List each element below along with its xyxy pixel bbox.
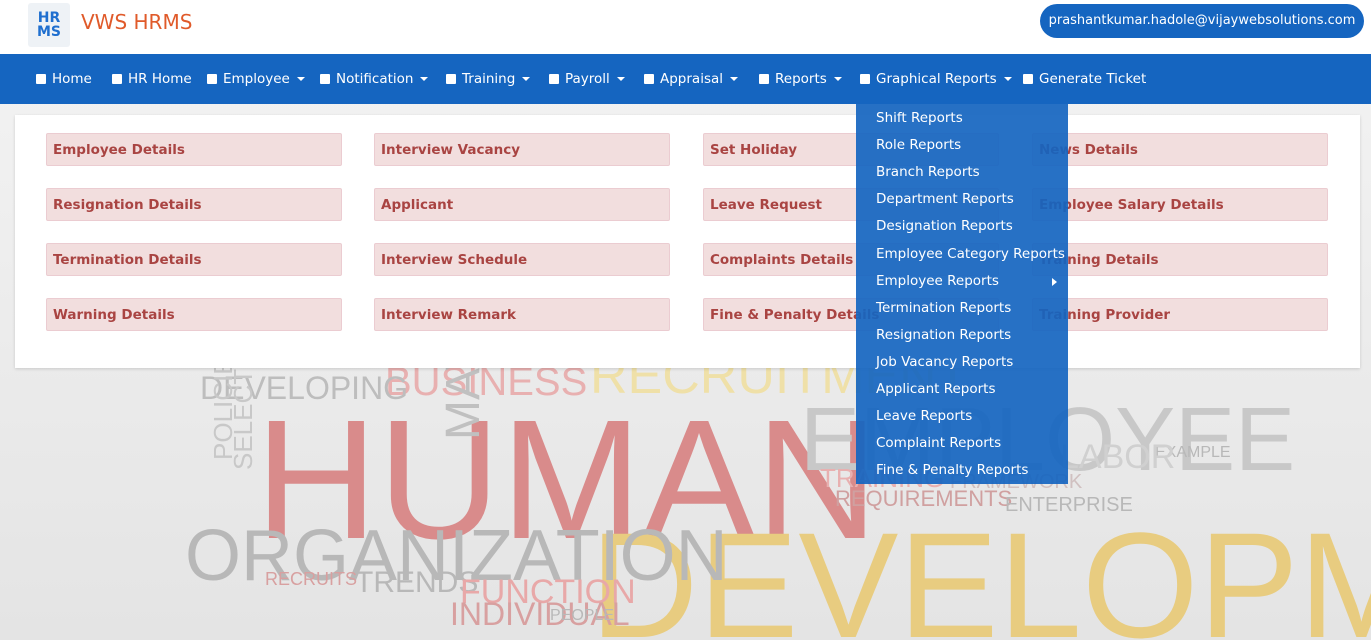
nav-item[interactable]: Generate Ticket: [1023, 54, 1146, 104]
background-word: ENTERPRISE: [1005, 494, 1133, 516]
nav-icon: [759, 74, 769, 84]
dropdown-item[interactable]: Employee Reports: [876, 272, 999, 289]
nav-icon: [36, 74, 46, 84]
nav-item[interactable]: Training: [446, 54, 531, 104]
background-word: EXAMPLE: [1155, 444, 1231, 461]
dropdown-item[interactable]: Department Reports: [876, 191, 1014, 208]
nav-item[interactable]: HR Home: [112, 54, 192, 104]
quick-link[interactable]: Training Details: [1032, 243, 1328, 276]
background-word: DEVELOPING: [200, 370, 409, 406]
nav-item[interactable]: Employee: [207, 54, 305, 104]
nav-icon: [446, 74, 456, 84]
quick-link[interactable]: Applicant: [374, 188, 670, 221]
background-word: FUNCTION: [460, 573, 636, 611]
nav-label: Appraisal: [660, 71, 724, 87]
background-word: REQUIREMENTS: [835, 486, 1013, 511]
quick-link[interactable]: Interview Remark: [374, 298, 670, 331]
quick-link[interactable]: Employee Salary Details: [1032, 188, 1328, 221]
nav-icon: [549, 74, 559, 84]
nav-icon: [1023, 74, 1033, 84]
dropdown-item[interactable]: Designation Reports: [876, 218, 1013, 235]
dropdown-item[interactable]: Leave Reports: [876, 408, 973, 425]
quick-link[interactable]: Interview Schedule: [374, 243, 670, 276]
nav-item[interactable]: Notification: [320, 54, 429, 104]
nav-label: HR Home: [128, 71, 192, 87]
dropdown-item[interactable]: Job Vacancy Reports: [876, 353, 1014, 370]
nav-icon: [644, 74, 654, 84]
quick-link[interactable]: Interview Vacancy: [374, 133, 670, 166]
quick-link[interactable]: Training Provider: [1032, 298, 1328, 331]
background-word: INDIVIDUAL: [450, 596, 630, 632]
nav-item[interactable]: Home: [36, 54, 92, 104]
nav-item[interactable]: Reports: [759, 54, 842, 104]
background-word: ORGANIZATION: [185, 516, 728, 596]
brand[interactable]: VWS HRMS: [81, 10, 193, 34]
nav-item[interactable]: Appraisal: [644, 54, 739, 104]
background-word: PEOPLE: [550, 607, 615, 624]
quick-link[interactable]: Warning Details: [46, 298, 342, 331]
submenu-caret: [1052, 277, 1057, 286]
nav-label: Training: [462, 71, 516, 87]
logo[interactable]: HR MS: [28, 3, 70, 47]
background-word: LABOR: [1060, 438, 1176, 476]
dropdown-item[interactable]: Applicant Reports: [876, 381, 996, 397]
background-word: HUMAN: [255, 385, 879, 575]
dropdown-item[interactable]: Resignation Reports: [876, 326, 1012, 343]
header: HR MS VWS HRMS prashantkumar.hadole@vija…: [0, 0, 1371, 54]
nav-label: Graphical Reports: [876, 71, 997, 87]
navbar: Home HR Home Employee Notification Training P…: [0, 54, 1371, 104]
caret: [296, 77, 305, 81]
caret: [420, 77, 429, 81]
dropdown-item[interactable]: Fine & Penalty Reports: [876, 462, 1029, 479]
quick-link[interactable]: Employee Details: [46, 133, 342, 166]
background-word: RECRUITS: [265, 569, 358, 589]
dropdown-item[interactable]: Employee Category Reports: [876, 245, 1065, 262]
quick-link[interactable]: News Details: [1032, 133, 1328, 166]
background-word: BUSINESS: [385, 360, 588, 404]
dropdown-item[interactable]: Complaint Reports: [876, 435, 1002, 452]
quick-links-panel: Employee Details Resignation Details Termi…: [15, 115, 1360, 368]
background-word: DEVELOPMENT: [590, 501, 1371, 640]
caret: [616, 77, 625, 81]
background-word: TRENDS: [355, 566, 479, 599]
nav-icon: [320, 74, 330, 84]
dropdown-item[interactable]: Branch Reports: [876, 164, 980, 181]
dropdown-item[interactable]: Termination Reports: [876, 299, 1012, 316]
nav-icon: [860, 74, 870, 84]
graphical-reports-dropdown: Shift Reports Role Reports Branch Reports D…: [856, 104, 1068, 484]
nav-label: Payroll: [565, 71, 610, 87]
nav-icon: [112, 74, 122, 84]
nav-item[interactable]: Graphical Reports: [860, 54, 1012, 104]
nav-item[interactable]: Payroll: [549, 54, 625, 104]
dropdown-item[interactable]: Shift Reports: [876, 110, 963, 126]
dropdown-item[interactable]: Role Reports: [876, 137, 962, 154]
nav-label: Employee: [223, 71, 290, 87]
nav-label: Notification: [336, 71, 414, 87]
nav-icon: [207, 74, 217, 84]
nav-label: Home: [52, 71, 92, 87]
user-menu[interactable]: prashantkumar.hadole@vijaywebsolutions.c…: [1040, 4, 1364, 38]
caret: [833, 77, 842, 81]
nav-label: Generate Ticket: [1039, 71, 1147, 87]
quick-link[interactable]: Termination Details: [46, 243, 342, 276]
caret: [522, 77, 531, 81]
quick-link[interactable]: Resignation Details: [46, 188, 342, 221]
caret: [730, 77, 739, 81]
caret: [1003, 77, 1012, 81]
nav-label: Reports: [775, 71, 827, 87]
